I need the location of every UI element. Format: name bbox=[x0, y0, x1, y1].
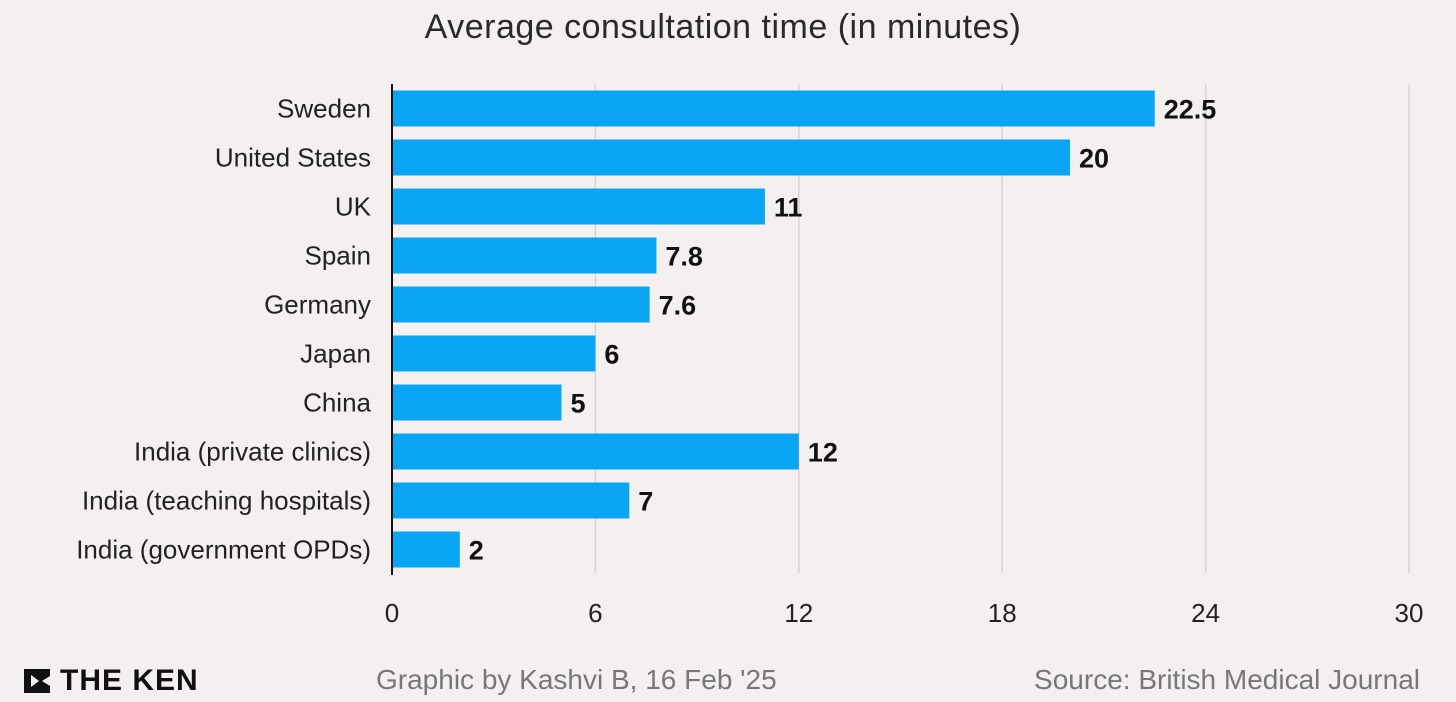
data-label: 22.5 bbox=[1164, 95, 1217, 125]
category-label: UK bbox=[335, 192, 372, 222]
category-label: Japan bbox=[300, 339, 371, 369]
bar bbox=[392, 139, 1070, 176]
graphic-credit: Graphic by Kashvi B, 16 Feb '25 bbox=[376, 664, 777, 695]
x-tick-label: 18 bbox=[988, 598, 1017, 628]
ken-logo-icon bbox=[24, 669, 50, 693]
data-label: 5 bbox=[571, 389, 586, 419]
x-tick-label: 12 bbox=[784, 598, 813, 628]
chart-title: Average consultation time (in minutes) bbox=[424, 8, 1022, 46]
category-label: India (government OPDs) bbox=[76, 535, 371, 565]
bar bbox=[392, 384, 562, 421]
source-note: Source: British Medical Journal bbox=[1034, 664, 1420, 695]
category-label: India (private clinics) bbox=[134, 437, 371, 467]
brand-name: THE KEN bbox=[60, 664, 199, 697]
data-label: 7.6 bbox=[659, 291, 697, 321]
category-label: Spain bbox=[305, 241, 372, 271]
data-label: 2 bbox=[469, 536, 484, 566]
bar bbox=[392, 237, 657, 274]
category-label: China bbox=[303, 388, 371, 418]
x-tick-label: 6 bbox=[588, 598, 602, 628]
data-label: 7.8 bbox=[665, 242, 703, 272]
x-tick-label: 24 bbox=[1191, 598, 1220, 628]
data-label: 11 bbox=[774, 193, 803, 223]
bar bbox=[392, 433, 799, 470]
data-label: 20 bbox=[1079, 144, 1109, 174]
x-tick-label: 30 bbox=[1395, 598, 1424, 628]
bar bbox=[392, 482, 630, 519]
brand-logo: THE KEN bbox=[22, 664, 199, 698]
data-label: 7 bbox=[638, 487, 653, 517]
category-label: Germany bbox=[264, 290, 371, 320]
data-label: 12 bbox=[808, 438, 838, 468]
data-label: 6 bbox=[604, 340, 619, 370]
category-label: India (teaching hospitals) bbox=[82, 486, 371, 516]
category-label: Sweden bbox=[277, 94, 371, 124]
category-label: United States bbox=[215, 143, 371, 173]
bar bbox=[392, 286, 650, 323]
bar bbox=[392, 188, 765, 225]
bar bbox=[392, 90, 1155, 127]
x-tick-label: 0 bbox=[385, 598, 399, 628]
bar bbox=[392, 335, 596, 372]
bar bbox=[392, 531, 460, 568]
